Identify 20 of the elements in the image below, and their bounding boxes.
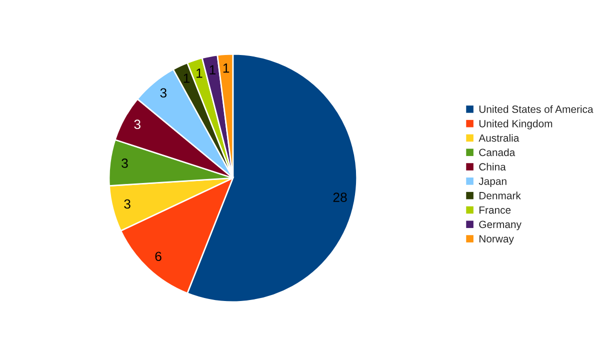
data-label: 1 — [210, 65, 216, 74]
legend-label: China — [479, 162, 506, 171]
legend-label: Germany — [479, 220, 522, 230]
data-label: 28 — [333, 192, 347, 202]
data-label: 3 — [124, 199, 130, 209]
legend-label: United Kingdom — [479, 120, 552, 130]
data-label: 3 — [160, 88, 167, 98]
legend-label: Canada — [479, 148, 516, 156]
legend-label: United States of America — [479, 105, 594, 113]
legend-label: Australia — [478, 134, 520, 142]
data-label: 1 — [184, 74, 190, 83]
data-label: 1 — [223, 64, 230, 73]
data-label: 1 — [196, 68, 202, 78]
legend-label: France — [480, 206, 511, 214]
data-label: 3 — [134, 120, 140, 130]
legend-label: Denmark — [480, 192, 521, 200]
data-label: 3 — [122, 158, 128, 168]
legend-label: Japan — [478, 178, 506, 187]
legend-label: Norway — [480, 235, 514, 245]
data-label: 6 — [155, 252, 162, 262]
